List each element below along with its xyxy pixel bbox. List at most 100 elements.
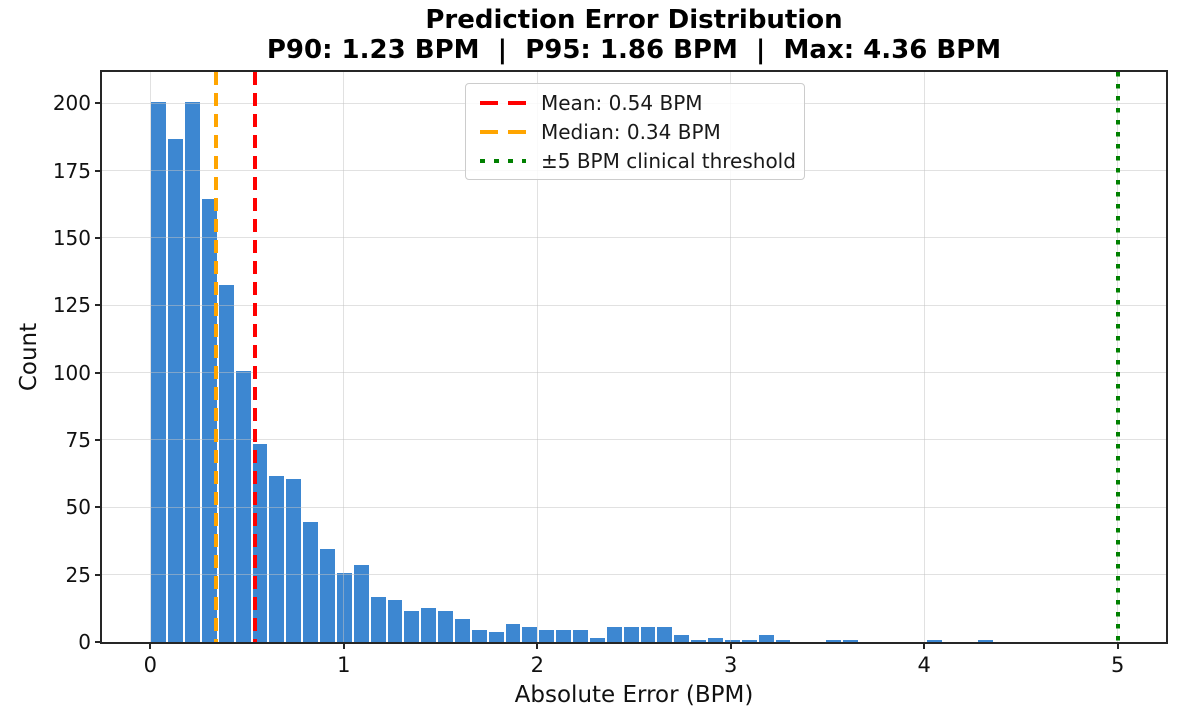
y-tick-mark (95, 573, 102, 576)
legend-item-threshold: ±5 BPM clinical threshold (466, 146, 804, 175)
histogram-bar (234, 369, 252, 642)
legend-label-mean: Mean: 0.54 BPM (541, 90, 703, 115)
gridline (149, 72, 151, 642)
legend: Mean: 0.54 BPM Median: 0.34 BPM ±5 BPM c… (465, 83, 805, 180)
mean-dashed-line-icon (480, 100, 526, 105)
y-tick-mark (95, 371, 102, 374)
histogram-bar (285, 477, 303, 642)
histogram-bar (504, 623, 522, 642)
histogram-bar (673, 633, 691, 642)
histogram-bar (521, 625, 539, 642)
y-tick-mark (95, 304, 102, 307)
x-tick-label: 2 (530, 653, 544, 677)
gridline (102, 506, 1166, 508)
bars-layer (102, 72, 1166, 642)
histogram-bar (588, 636, 606, 642)
histogram-bar (386, 598, 404, 642)
histogram-bar (217, 283, 235, 642)
y-tick-label: 0 (78, 630, 91, 654)
x-tick-mark (923, 642, 926, 649)
histogram-bar (268, 474, 286, 642)
y-tick-mark (95, 506, 102, 509)
x-tick-mark (536, 642, 539, 649)
legend-item-median: Median: 0.34 BPM (466, 117, 804, 146)
x-tick-label: 5 (1110, 653, 1125, 677)
histogram-bar (622, 625, 640, 642)
histogram-bar (740, 639, 758, 642)
y-tick-label: 25 (65, 562, 91, 587)
x-tick-label: 4 (917, 653, 931, 677)
histogram-bar (437, 609, 454, 642)
histogram-bar (976, 639, 994, 642)
x-tick-label: 0 (143, 653, 158, 677)
y-tick-label: 175 (52, 158, 91, 183)
histogram-bar (825, 639, 842, 642)
histogram-bar (335, 571, 353, 642)
median-dashed-line-icon (480, 129, 526, 134)
y-tick-label: 100 (52, 360, 91, 385)
histogram-bar (184, 100, 201, 642)
histogram-bar (842, 639, 859, 642)
chart-title: Prediction Error Distribution (425, 5, 843, 35)
gridline (343, 72, 345, 642)
x-tick-label: 3 (724, 653, 738, 677)
y-tick-mark (95, 236, 102, 239)
y-tick-mark (95, 102, 102, 105)
gridline (102, 439, 1166, 441)
x-tick-mark (729, 642, 732, 649)
gridline (102, 237, 1166, 239)
x-tick-label: 1 (337, 653, 351, 677)
histogram-bar (690, 639, 708, 642)
histogram-bar (369, 596, 387, 642)
histogram-bar (555, 628, 573, 642)
y-tick-label: 150 (52, 225, 91, 250)
histogram-bar (639, 625, 657, 642)
histogram-bar (403, 609, 421, 642)
x-tick-mark (149, 642, 152, 649)
gridline (923, 72, 925, 642)
legend-label-median: Median: 0.34 BPM (541, 119, 721, 144)
y-tick-mark (95, 169, 102, 172)
x-tick-mark (342, 642, 345, 649)
y-axis-label: Count (16, 322, 42, 392)
histogram-bar (302, 520, 320, 642)
reference-line (1115, 72, 1120, 642)
gridline (102, 574, 1166, 576)
histogram-bar (487, 631, 505, 642)
histogram-bar (774, 639, 792, 642)
y-tick-mark (95, 641, 102, 643)
gridline (102, 304, 1166, 306)
histogram-bar (352, 563, 370, 642)
legend-item-mean: Mean: 0.54 BPM (466, 88, 804, 117)
gridline (102, 372, 1166, 374)
histogram-bar (723, 639, 741, 642)
threshold-dotted-line-icon (480, 158, 526, 163)
y-tick-mark (95, 438, 102, 441)
y-tick-label: 75 (65, 427, 91, 452)
reference-lines-layer (102, 72, 1166, 642)
chart-subtitle: P90: 1.23 BPM | P95: 1.86 BPM | Max: 4.3… (266, 35, 1002, 65)
histogram-bar (926, 639, 944, 642)
gridline (730, 72, 732, 642)
x-tick-mark (1116, 642, 1119, 649)
legend-label-threshold: ±5 BPM clinical threshold (541, 148, 796, 173)
y-tick-label: 200 (52, 91, 91, 116)
histogram-bar (470, 628, 488, 642)
histogram-bar (707, 636, 724, 642)
histogram-bar (656, 625, 674, 642)
histogram-bar (757, 633, 775, 642)
x-axis-label: Absolute Error (BPM) (514, 682, 754, 708)
y-tick-label: 50 (65, 495, 91, 520)
histogram-bar (454, 617, 471, 642)
histogram-bar (605, 625, 623, 642)
reference-line (252, 72, 257, 642)
reference-line (214, 72, 219, 642)
gridline (536, 72, 538, 642)
y-tick-label: 125 (52, 293, 91, 318)
histogram-bar (167, 138, 185, 642)
histogram-bar (420, 606, 438, 642)
histogram-bar (572, 628, 589, 642)
histogram-bar (319, 547, 336, 642)
histogram-bar (538, 628, 556, 642)
